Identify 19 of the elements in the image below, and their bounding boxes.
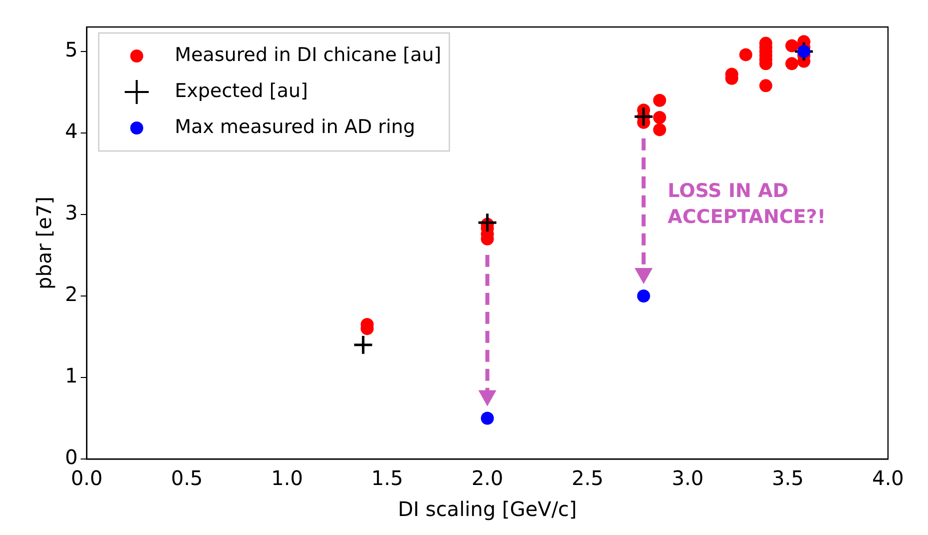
x-tick-label: 3.0 [672, 466, 704, 490]
x-tick-label: 2.0 [471, 466, 504, 490]
x-tick-label: 1.0 [271, 466, 303, 490]
y-tick-label: 2 [64, 282, 78, 306]
y-axis-title: pbar [e7] [32, 196, 56, 290]
x-tick-label: 4.0 [872, 466, 904, 490]
y-tick-label: 1 [64, 364, 78, 388]
x-tick-label: 0.5 [170, 466, 203, 490]
legend-label: Expected [au] [174, 80, 308, 102]
x-tick-label: 1.5 [371, 466, 404, 490]
legend-label: Measured in DI chicane [au] [174, 44, 442, 66]
y-tick-label: 4 [64, 119, 78, 144]
x-axis-title: DI scaling [GeV/c] [398, 497, 577, 522]
y-tick-label: 3 [64, 200, 78, 225]
x-tick-label: 2.5 [572, 466, 604, 490]
legend-label: Max measured in AD ring [174, 116, 416, 138]
x-tick-label: 3.5 [772, 466, 804, 490]
y-tick-label: 5 [64, 38, 78, 62]
annotation: LOSS IN AD ACCEPTANCE?! [668, 180, 826, 228]
